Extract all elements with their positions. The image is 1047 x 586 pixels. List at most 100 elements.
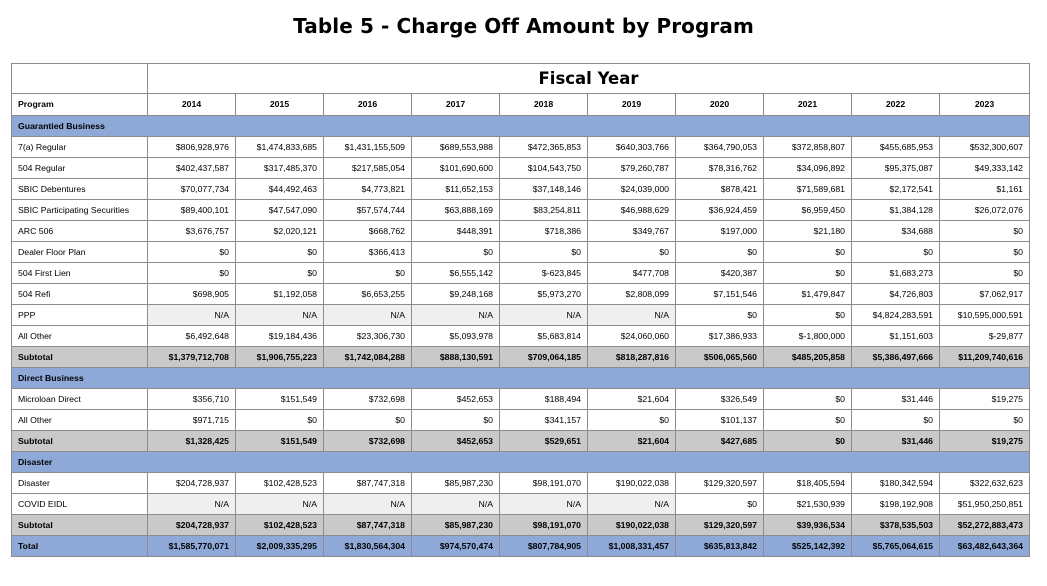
subtotal-row: Subtotal $1,379,712,708 $1,906,755,223 $1,7… bbox=[11, 346, 1030, 368]
value-cell: N/A bbox=[323, 493, 412, 515]
value-cell: $17,386,933 bbox=[675, 325, 764, 347]
page-title: Table 5 - Charge Off Amount by Program bbox=[293, 14, 754, 38]
value-cell: $89,400,101 bbox=[147, 199, 236, 221]
value-cell: N/A bbox=[235, 304, 324, 326]
value-cell: $18,405,594 bbox=[763, 472, 852, 494]
value-cell: $3,676,757 bbox=[147, 220, 236, 242]
value-cell: $1,683,273 bbox=[851, 262, 940, 284]
row-label: Total bbox=[11, 535, 148, 557]
value-cell: $4,773,821 bbox=[323, 178, 412, 200]
value-cell: $198,192,908 bbox=[851, 493, 940, 515]
value-cell: N/A bbox=[147, 304, 236, 326]
value-cell: $5,683,814 bbox=[499, 325, 588, 347]
value-cell: $190,022,038 bbox=[587, 472, 676, 494]
subtotal-row: Subtotal $1,328,425 $151,549 $732,698 $452,6… bbox=[11, 430, 1030, 452]
value-cell: $19,275 bbox=[939, 430, 1030, 452]
value-cell: $11,209,740,616 bbox=[939, 346, 1030, 368]
value-cell: $23,306,730 bbox=[323, 325, 412, 347]
value-cell: N/A bbox=[235, 493, 324, 515]
value-cell: $971,715 bbox=[147, 409, 236, 431]
value-cell: $49,333,142 bbox=[939, 157, 1030, 179]
value-cell: $98,191,070 bbox=[499, 472, 588, 494]
value-cell: $1,151,603 bbox=[851, 325, 940, 347]
value-cell: $190,022,038 bbox=[587, 514, 676, 536]
value-cell: $98,191,070 bbox=[499, 514, 588, 536]
value-cell: $102,428,523 bbox=[235, 514, 324, 536]
value-cell: $0 bbox=[763, 430, 852, 452]
value-cell: $104,543,750 bbox=[499, 157, 588, 179]
value-cell: $21,604 bbox=[587, 430, 676, 452]
value-cell: $87,747,318 bbox=[323, 514, 412, 536]
value-cell: $39,936,534 bbox=[763, 514, 852, 536]
section-header-row: Guarantied Business bbox=[11, 115, 1030, 137]
value-cell: $341,157 bbox=[499, 409, 588, 431]
value-cell: $1,328,425 bbox=[147, 430, 236, 452]
value-cell: $87,747,318 bbox=[323, 472, 412, 494]
year-header-2023: 2023 bbox=[939, 93, 1030, 116]
year-header-2019: 2019 bbox=[587, 93, 676, 116]
value-cell: $322,632,623 bbox=[939, 472, 1030, 494]
row-label: 504 Refi bbox=[11, 283, 148, 305]
value-cell: $0 bbox=[323, 262, 412, 284]
value-cell: $36,924,459 bbox=[675, 199, 764, 221]
value-cell: $732,698 bbox=[323, 388, 412, 410]
value-cell: $0 bbox=[675, 304, 764, 326]
value-cell: $1,830,564,304 bbox=[323, 535, 412, 557]
value-cell: $0 bbox=[587, 409, 676, 431]
value-cell: $57,574,744 bbox=[323, 199, 412, 221]
section-title: Guarantied Business bbox=[11, 115, 1030, 137]
value-cell: $698,905 bbox=[147, 283, 236, 305]
column-header-row: Program 2014 2015 2016 2017 2018 2019 2020 2021… bbox=[11, 93, 1030, 116]
value-cell: $888,130,591 bbox=[411, 346, 500, 368]
value-cell: $21,530,939 bbox=[763, 493, 852, 515]
value-cell: $709,064,185 bbox=[499, 346, 588, 368]
value-cell: $0 bbox=[763, 304, 852, 326]
value-cell: $2,020,121 bbox=[235, 220, 324, 242]
value-cell: $689,553,988 bbox=[411, 136, 500, 158]
value-cell: $1,161 bbox=[939, 178, 1030, 200]
row-label: Subtotal bbox=[11, 430, 148, 452]
value-cell: $366,413 bbox=[323, 241, 412, 263]
row-label: Disaster bbox=[11, 472, 148, 494]
value-cell: $378,535,503 bbox=[851, 514, 940, 536]
value-cell: $317,485,370 bbox=[235, 157, 324, 179]
value-cell: $364,790,053 bbox=[675, 136, 764, 158]
value-cell: $44,492,463 bbox=[235, 178, 324, 200]
value-cell: $5,765,064,615 bbox=[851, 535, 940, 557]
row-label: Dealer Floor Plan bbox=[11, 241, 148, 263]
value-cell: $1,742,084,288 bbox=[323, 346, 412, 368]
value-cell: $356,710 bbox=[147, 388, 236, 410]
value-cell: $326,549 bbox=[675, 388, 764, 410]
value-cell: $78,316,762 bbox=[675, 157, 764, 179]
value-cell: $24,039,000 bbox=[587, 178, 676, 200]
row-label: Microloan Direct bbox=[11, 388, 148, 410]
table-row: PPP N/A N/A N/A N/A N/A N/A $0 $0 $4,824,283,591 $… bbox=[11, 304, 1030, 326]
value-cell: $0 bbox=[499, 241, 588, 263]
value-cell: $420,387 bbox=[675, 262, 764, 284]
table-row: All Other $6,492,648 $19,184,436 $23,306,73… bbox=[11, 325, 1030, 347]
value-cell: $52,272,883,473 bbox=[939, 514, 1030, 536]
year-header-2020: 2020 bbox=[675, 93, 764, 116]
value-cell: $0 bbox=[147, 262, 236, 284]
value-cell: $1,008,331,457 bbox=[587, 535, 676, 557]
value-cell: $95,375,087 bbox=[851, 157, 940, 179]
row-label: SBIC Participating Securities bbox=[11, 199, 148, 221]
program-header: Program bbox=[11, 93, 148, 116]
value-cell: $19,184,436 bbox=[235, 325, 324, 347]
value-cell: $455,685,953 bbox=[851, 136, 940, 158]
value-cell: $83,254,811 bbox=[499, 199, 588, 221]
value-cell: $-29,877 bbox=[939, 325, 1030, 347]
row-label: ARC 506 bbox=[11, 220, 148, 242]
value-cell: $0 bbox=[323, 409, 412, 431]
row-label: 504 Regular bbox=[11, 157, 148, 179]
value-cell: $31,446 bbox=[851, 430, 940, 452]
value-cell: $402,437,587 bbox=[147, 157, 236, 179]
value-cell: $818,287,816 bbox=[587, 346, 676, 368]
section-title: Disaster bbox=[11, 451, 1030, 473]
value-cell: $718,386 bbox=[499, 220, 588, 242]
year-header-2016: 2016 bbox=[323, 93, 412, 116]
value-cell: $5,973,270 bbox=[499, 283, 588, 305]
value-cell: $70,077,734 bbox=[147, 178, 236, 200]
value-cell: $806,928,976 bbox=[147, 136, 236, 158]
value-cell: $732,698 bbox=[323, 430, 412, 452]
